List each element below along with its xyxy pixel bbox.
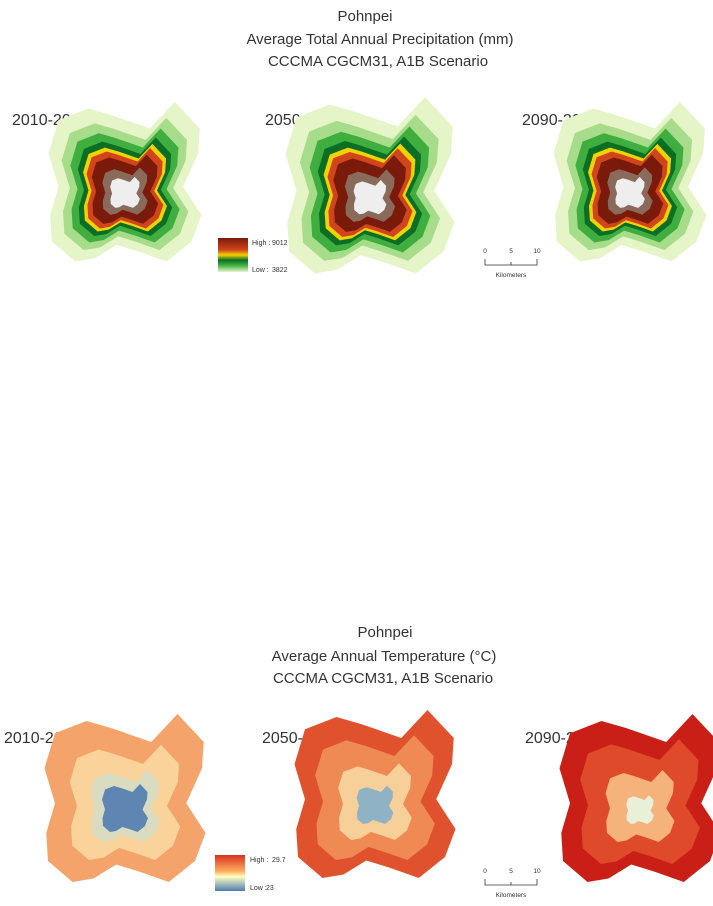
legend-ramp: [218, 238, 248, 272]
scale-tick: 10: [533, 868, 541, 875]
scale-bar: [485, 259, 537, 265]
precipitation-panel: Pohnpei Average Total Annual Precipitati…: [12, 8, 706, 279]
legend-ramp: [215, 855, 245, 891]
title-line: Average Total Annual Precipitation (mm): [246, 31, 513, 48]
legend-label: High :: [250, 857, 268, 864]
legend-label: Low :: [252, 267, 269, 274]
scale-bar: [485, 879, 537, 885]
temperature-panel: Pohnpei Average Annual Temperature (°C) …: [4, 624, 713, 899]
legend-value: 3822: [272, 267, 288, 274]
scale-tick: 10: [533, 248, 541, 255]
scale-tick: 5: [509, 248, 513, 255]
map: [554, 102, 707, 262]
scale-unit: Kilometers: [496, 272, 527, 279]
legend-label: High :: [252, 240, 270, 247]
legend-value: 9012: [272, 240, 288, 247]
scale-tick: 0: [483, 248, 487, 255]
scale-tick: 0: [483, 868, 487, 875]
title-line: Average Annual Temperature (°C): [272, 648, 497, 665]
scale-unit: Kilometers: [496, 892, 527, 899]
map: [285, 97, 454, 273]
legend-value: 23: [266, 885, 274, 892]
legend-label: Low :: [250, 885, 267, 892]
title-line: CCCMA CGCM31, A1B Scenario: [268, 53, 488, 70]
title-line: CCCMA CGCM31, A1B Scenario: [273, 670, 493, 687]
figure: Pohnpei Average Total Annual Precipitati…: [0, 0, 713, 906]
title-line: Pohnpei: [337, 8, 392, 25]
title-line: Pohnpei: [357, 624, 412, 641]
map: [49, 102, 202, 262]
map: [45, 714, 206, 882]
scale-tick: 5: [509, 868, 513, 875]
legend-value: 29.7: [272, 857, 286, 864]
map: [295, 710, 456, 878]
map: [560, 714, 713, 882]
